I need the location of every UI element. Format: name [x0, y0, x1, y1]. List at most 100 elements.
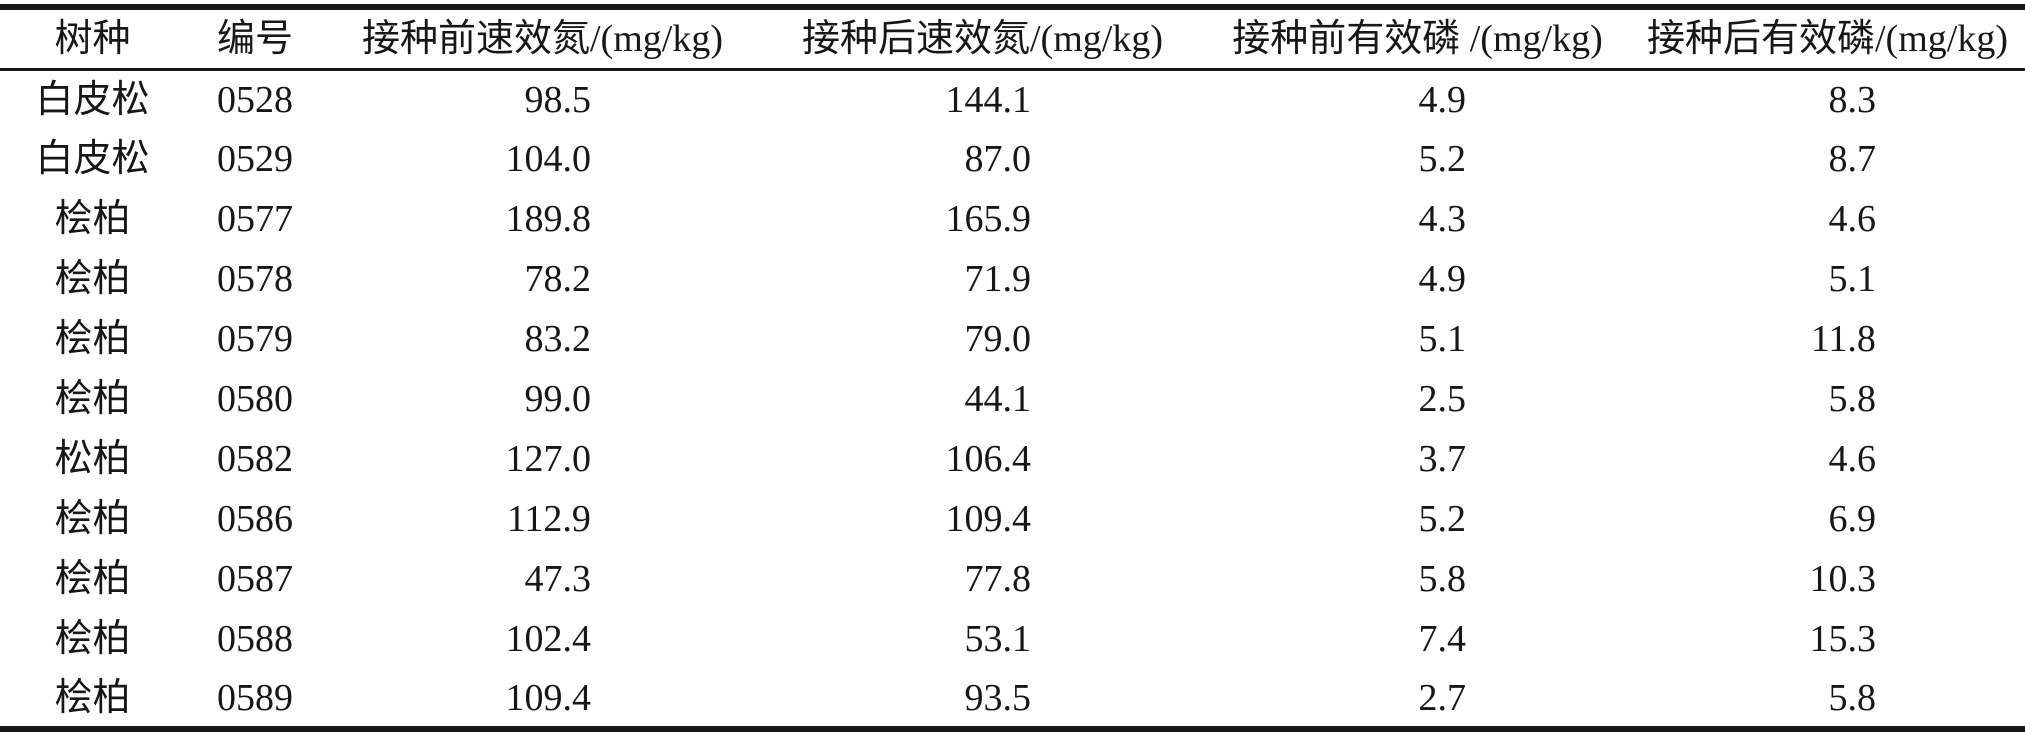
cell-value: 71.9: [964, 258, 1031, 300]
nitrogen-after-cell: 109.4: [760, 489, 1205, 549]
col-header-species: 树种: [0, 7, 185, 71]
species-cell: 桧柏: [54, 198, 131, 240]
cell-value: 93.5: [964, 676, 1031, 719]
phosphorus-after-cell: 6.9: [1630, 489, 2025, 549]
table-header: 树种 编号 接种前速效氮/(mg/kg) 接种后速效氮/(mg/kg) 接种前有…: [0, 7, 2025, 71]
phosphorus-after-cell: 8.3: [1630, 69, 2025, 129]
phosphorus-before-cell: 5.1: [1205, 309, 1630, 369]
cell-value: 109.4: [505, 676, 591, 719]
nitrogen-before-cell: 104.0: [325, 129, 760, 189]
sample-id-cell: 0588: [217, 618, 293, 660]
cell-value: 98.5: [524, 78, 591, 121]
table-row: 桧柏 0578 78.2 71.9 4.9 5.1: [0, 249, 2025, 309]
cell-value: 4.6: [1828, 438, 1876, 480]
phosphorus-after-cell: 5.1: [1630, 249, 2025, 309]
cell-value: 5.8: [1418, 558, 1466, 600]
phosphorus-after-cell: 4.6: [1630, 429, 2025, 489]
table-row: 桧柏 0587 47.3 77.8 5.8 10.3: [0, 549, 2025, 609]
species-cell: 白皮松: [35, 138, 150, 180]
header-row: 树种 编号 接种前速效氮/(mg/kg) 接种后速效氮/(mg/kg) 接种前有…: [0, 7, 2025, 71]
nitrogen-after-cell: 71.9: [760, 249, 1205, 309]
cell-value: 5.2: [1418, 498, 1466, 540]
col-header-nitrogen-before: 接种前速效氮/(mg/kg): [325, 7, 760, 71]
cell-value: 102.4: [505, 618, 591, 660]
cell-value: 5.1: [1418, 318, 1466, 360]
phosphorus-after-cell: 15.3: [1630, 609, 2025, 669]
table-row: 桧柏 0588 102.4 53.1 7.4 15.3: [0, 609, 2025, 669]
table-row: 桧柏 0586 112.9 109.4 5.2 6.9: [0, 489, 2025, 549]
nitrogen-after-cell: 144.1: [760, 69, 1205, 129]
cell-value: 15.3: [1809, 618, 1876, 660]
cell-value: 6.9: [1828, 498, 1876, 540]
nitrogen-after-cell: 87.0: [760, 129, 1205, 189]
nitrogen-before-cell: 78.2: [325, 249, 760, 309]
cell-value: 109.4: [945, 498, 1031, 540]
sample-id-cell: 0582: [217, 438, 293, 480]
nitrogen-after-cell: 77.8: [760, 549, 1205, 609]
sample-id-cell: 0589: [217, 676, 293, 719]
cell-value: 2.7: [1418, 676, 1466, 719]
col-header-nitrogen-after: 接种后速效氮/(mg/kg): [760, 7, 1205, 71]
cell-value: 5.2: [1418, 138, 1466, 180]
cell-value: 5.8: [1828, 676, 1876, 719]
sample-id-cell: 0586: [217, 498, 293, 540]
phosphorus-before-cell: 5.8: [1205, 549, 1630, 609]
table-row: 白皮松 0528 98.5 144.1 4.9 8.3: [0, 69, 2025, 129]
nitrogen-after-cell: 165.9: [760, 189, 1205, 249]
species-cell: 桧柏: [54, 258, 131, 300]
cell-value: 189.8: [505, 198, 591, 240]
table-body: 白皮松 0528 98.5 144.1 4.9 8.3 白皮松 0529 104…: [0, 69, 2025, 729]
phosphorus-after-cell: 10.3: [1630, 549, 2025, 609]
cell-value: 4.9: [1418, 78, 1466, 121]
cell-value: 47.3: [524, 558, 591, 600]
nitrogen-before-cell: 99.0: [325, 369, 760, 429]
cell-value: 2.5: [1418, 378, 1466, 420]
cell-value: 8.7: [1828, 138, 1876, 180]
nitrogen-before-cell: 83.2: [325, 309, 760, 369]
cell-value: 99.0: [524, 378, 591, 420]
table-row: 桧柏 0577 189.8 165.9 4.3 4.6: [0, 189, 2025, 249]
cell-value: 3.7: [1418, 438, 1466, 480]
nitrogen-before-cell: 47.3: [325, 549, 760, 609]
table-row: 松柏 0582 127.0 106.4 3.7 4.6: [0, 429, 2025, 489]
sample-id-cell: 0587: [217, 558, 293, 600]
phosphorus-after-cell: 8.7: [1630, 129, 2025, 189]
nitrogen-before-cell: 189.8: [325, 189, 760, 249]
cell-value: 106.4: [945, 438, 1031, 480]
cell-value: 4.6: [1828, 198, 1876, 240]
cell-value: 5.8: [1828, 378, 1876, 420]
cell-value: 127.0: [505, 438, 591, 480]
nitrogen-before-cell: 112.9: [325, 489, 760, 549]
sample-id-cell: 0580: [217, 378, 293, 420]
phosphorus-before-cell: 5.2: [1205, 129, 1630, 189]
cell-value: 77.8: [964, 558, 1031, 600]
phosphorus-before-cell: 7.4: [1205, 609, 1630, 669]
cell-value: 44.1: [964, 378, 1031, 420]
cell-value: 104.0: [505, 138, 591, 180]
phosphorus-after-cell: 4.6: [1630, 189, 2025, 249]
cell-value: 4.9: [1418, 258, 1466, 300]
phosphorus-before-cell: 5.2: [1205, 489, 1630, 549]
species-cell: 桧柏: [54, 558, 131, 600]
cell-value: 165.9: [945, 198, 1031, 240]
col-header-phosphorus-before: 接种前有效磷 /(mg/kg): [1205, 7, 1630, 71]
cell-value: 8.3: [1828, 78, 1876, 121]
species-cell: 桧柏: [54, 676, 131, 719]
species-cell: 桧柏: [54, 318, 131, 360]
nitrogen-after-cell: 44.1: [760, 369, 1205, 429]
cell-value: 83.2: [524, 318, 591, 360]
table-row: 桧柏 0580 99.0 44.1 2.5 5.8: [0, 369, 2025, 429]
nitrogen-before-cell: 109.4: [325, 669, 760, 729]
cell-value: 7.4: [1418, 618, 1466, 660]
cell-value: 53.1: [964, 618, 1031, 660]
phosphorus-after-cell: 5.8: [1630, 369, 2025, 429]
species-cell: 桧柏: [54, 498, 131, 540]
cell-value: 144.1: [945, 78, 1031, 121]
table-row: 白皮松 0529 104.0 87.0 5.2 8.7: [0, 129, 2025, 189]
sample-id-cell: 0577: [217, 198, 293, 240]
cell-value: 4.3: [1418, 198, 1466, 240]
cell-value: 10.3: [1809, 558, 1876, 600]
cell-value: 11.8: [1810, 318, 1876, 360]
nitrogen-after-cell: 53.1: [760, 609, 1205, 669]
table-row: 桧柏 0589 109.4 93.5 2.7 5.8: [0, 669, 2025, 729]
